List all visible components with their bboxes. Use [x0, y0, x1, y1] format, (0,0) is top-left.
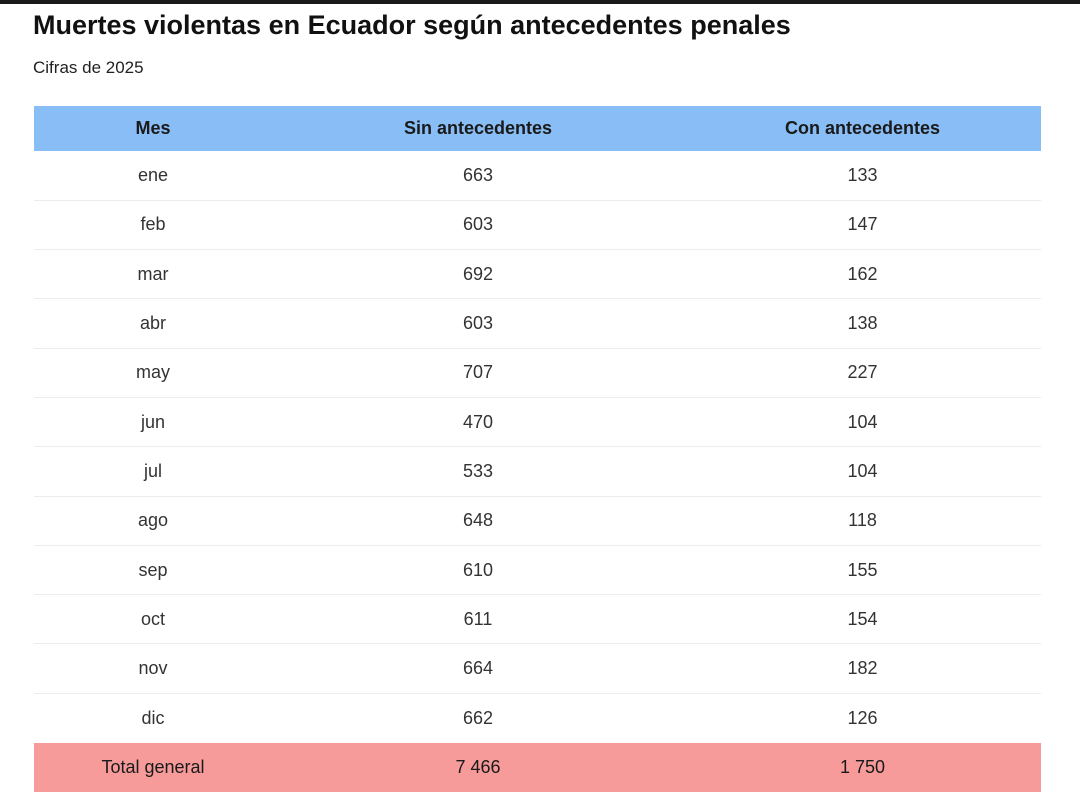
- page-title: Muertes violentas en Ecuador según antec…: [33, 10, 791, 40]
- column-header-sin-antecedentes: Sin antecedentes: [403, 118, 553, 138]
- cell-sin-antecedentes: 470: [462, 411, 494, 432]
- table-row: dic 662 126: [34, 693, 1041, 742]
- cell-mes: feb: [140, 214, 166, 235]
- cell-sin-antecedentes: 664: [462, 658, 494, 679]
- table-row: sep 610 155: [34, 545, 1041, 595]
- column-header-mes: Mes: [135, 118, 171, 138]
- total-row: Total general 7 466 1 750: [34, 742, 1041, 792]
- cell-con-antecedentes: 118: [848, 510, 877, 531]
- total-sin-antecedentes: 7 466: [455, 756, 501, 777]
- cell-mes: dic: [141, 707, 165, 728]
- cell-mes: oct: [140, 608, 165, 629]
- table-row: ago 648 118: [34, 496, 1041, 546]
- cell-con-antecedentes: 126: [847, 707, 878, 728]
- total-con-antecedentes: 1 750: [839, 756, 886, 777]
- cell-con-antecedentes: 162: [847, 263, 878, 284]
- table-row: ene 663 133: [34, 151, 1041, 201]
- cell-sin-antecedentes: 610: [462, 559, 494, 580]
- cell-con-antecedentes: 104: [847, 460, 878, 481]
- cell-con-antecedentes: 182: [847, 658, 878, 679]
- cell-mes: abr: [139, 313, 166, 334]
- cell-con-antecedentes: 155: [847, 559, 878, 580]
- cell-sin-antecedentes: 533: [462, 460, 494, 481]
- cell-con-antecedentes: 154: [847, 608, 878, 629]
- total-label: Total general: [101, 756, 205, 777]
- cell-sin-antecedentes: 603: [462, 313, 494, 334]
- cell-con-antecedentes: 138: [847, 313, 878, 334]
- table-row: may 707 227: [34, 348, 1041, 398]
- cell-mes: sep: [138, 559, 168, 580]
- cell-sin-antecedentes: 662: [462, 707, 494, 728]
- table-header-row: Mes Sin antecedentes Con antecedentes: [34, 106, 1041, 151]
- data-table-container: Mes Sin antecedentes Con antecedentes en…: [34, 106, 1041, 792]
- cell-con-antecedentes: 104: [847, 411, 878, 432]
- cell-sin-antecedentes: 707: [462, 362, 494, 383]
- cell-mes: nov: [138, 658, 168, 679]
- cell-mes: mar: [137, 263, 169, 284]
- table-row: mar 692 162: [34, 250, 1041, 299]
- cell-sin-antecedentes: 603: [462, 214, 494, 235]
- cell-mes: may: [135, 362, 170, 383]
- table-row: abr 603 138: [34, 299, 1041, 349]
- cell-sin-antecedentes: 648: [462, 510, 494, 531]
- cell-con-antecedentes: 147: [847, 214, 878, 235]
- table-body: ene 663 133 feb 603 147 mar 692 162 abr 603 138 may 7…: [34, 151, 1041, 743]
- cell-sin-antecedentes: 663: [462, 164, 494, 185]
- cell-con-antecedentes: 133: [847, 164, 878, 185]
- table-row: nov 664 182: [34, 644, 1041, 694]
- cell-sin-antecedentes: 611: [463, 608, 493, 629]
- table-row: feb 603 147: [34, 200, 1041, 250]
- cell-con-antecedentes: 227: [847, 362, 878, 383]
- cell-mes: jul: [143, 460, 162, 481]
- table-row: jun 470 104: [34, 397, 1041, 447]
- column-header-con-antecedentes: Con antecedentes: [784, 118, 941, 138]
- data-table: Mes Sin antecedentes Con antecedentes en…: [34, 106, 1041, 792]
- cell-mes: jun: [140, 411, 166, 432]
- cell-mes: ago: [137, 510, 169, 531]
- cell-sin-antecedentes: 692: [462, 263, 494, 284]
- table-row: jul 533 104: [34, 447, 1041, 497]
- cell-mes: ene: [137, 164, 169, 185]
- top-border: [0, 0, 1080, 4]
- page-subtitle: Cifras de 2025: [33, 58, 144, 77]
- table-row: oct 611 154: [34, 595, 1041, 644]
